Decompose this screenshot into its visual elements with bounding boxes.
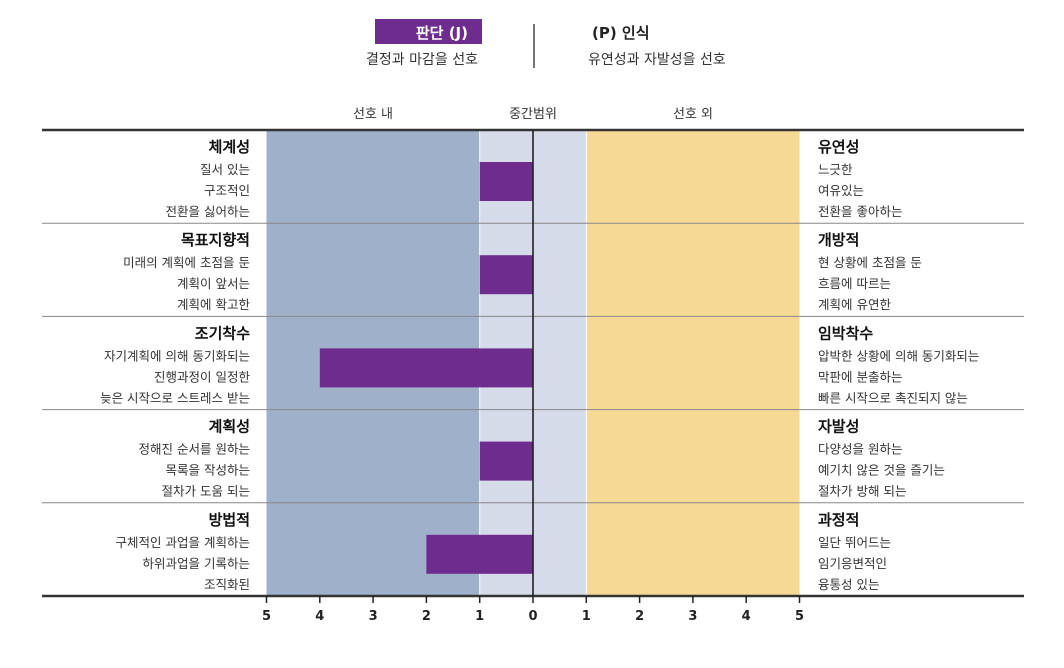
left-trait-line: 늦은 시작으로 스트레스 받는 bbox=[100, 390, 250, 405]
zone-label-preferred: 선호 내 bbox=[353, 107, 393, 122]
left-trait-line: 정해진 순서를 원하는 bbox=[139, 442, 250, 457]
right-trait-line: 임기응변적인 bbox=[818, 556, 887, 571]
right-category-title: 임박착수 bbox=[818, 324, 873, 342]
right-trait-line: 막판에 분출하는 bbox=[818, 369, 902, 384]
right-category-title: 유연성 bbox=[818, 138, 859, 156]
right-trait-line: 느긋한 bbox=[818, 162, 853, 177]
left-trait-line: 하위과업을 기록하는 bbox=[143, 556, 250, 571]
right-category-title: 자발성 bbox=[818, 418, 859, 436]
legend-right-title: (P) 인식 bbox=[592, 24, 650, 42]
x-tick-label: 4 bbox=[742, 609, 751, 624]
x-axis-ticks: 5 4 3 2 1 0 1 2 3 4 5 bbox=[262, 596, 804, 624]
legend-badge-background bbox=[375, 19, 482, 44]
legend-badge-label: 판단 (J) bbox=[416, 24, 468, 42]
legend-left-description: 결정과 마감을 선호 bbox=[366, 52, 478, 68]
right-trait-line: 절차가 방해 되는 bbox=[818, 484, 906, 499]
x-tick-label: 2 bbox=[422, 609, 431, 624]
x-tick-label: 2 bbox=[635, 609, 644, 624]
left-trait-line: 계획이 앞서는 bbox=[177, 276, 250, 291]
zone-label-mid: 중간범위 bbox=[509, 107, 557, 122]
left-trait-line: 계획에 확고한 bbox=[177, 297, 250, 312]
left-trait-line: 목록을 작성하는 bbox=[166, 463, 250, 478]
right-trait-line: 계획에 유연한 bbox=[818, 297, 891, 312]
left-trait-line: 질서 있는 bbox=[200, 162, 250, 177]
left-trait-line: 구체적인 과업을 계획하는 bbox=[116, 535, 250, 550]
right-trait-line: 흐름에 따르는 bbox=[818, 276, 891, 291]
x-tick-label: 4 bbox=[315, 609, 324, 624]
right-trait-line: 빠른 시작으로 촉진되지 않는 bbox=[818, 390, 968, 405]
bar-4 bbox=[479, 441, 533, 481]
left-trait-line: 조직화된 bbox=[204, 577, 250, 592]
left-category-title: 조기착수 bbox=[195, 324, 250, 342]
left-category-title: 방법적 bbox=[209, 511, 250, 529]
right-category-title: 개방적 bbox=[818, 231, 859, 249]
right-trait-line: 여유있는 bbox=[818, 183, 864, 198]
x-tick-label: 3 bbox=[688, 609, 697, 624]
x-tick-label: 1 bbox=[475, 609, 484, 624]
left-trait-line: 미래의 계획에 초점을 둔 bbox=[123, 255, 250, 270]
left-trait-line: 절차가 도움 되는 bbox=[162, 484, 250, 499]
bar-2 bbox=[479, 255, 533, 295]
zone-mid-right-background bbox=[533, 130, 587, 596]
x-tick-label: 5 bbox=[262, 609, 271, 624]
bar-3 bbox=[319, 348, 533, 388]
x-tick-label: 3 bbox=[369, 609, 378, 624]
right-trait-line: 압박한 상황에 의해 동기화되는 bbox=[818, 348, 979, 363]
bars bbox=[319, 162, 533, 574]
bar-1 bbox=[479, 162, 533, 201]
right-trait-line: 일단 뛰어드는 bbox=[818, 535, 891, 550]
legend-right-description: 유연성과 자발성을 선호 bbox=[588, 52, 726, 68]
right-trait-line: 예기치 않은 것을 즐기는 bbox=[818, 463, 945, 478]
left-trait-line: 구조적인 bbox=[204, 183, 250, 198]
legend: 판단 (J) 결정과 마감을 선호 (P) 인식 유연성과 자발성을 선호 bbox=[366, 19, 726, 68]
right-category-title: 과정적 bbox=[818, 511, 859, 529]
zone-label-outside: 선호 외 bbox=[673, 107, 713, 122]
left-trait-line: 전환을 싫어하는 bbox=[166, 204, 250, 219]
left-category-title: 체계성 bbox=[209, 138, 250, 156]
x-tick-label: 5 bbox=[795, 609, 804, 624]
left-category-title: 계획성 bbox=[209, 418, 250, 436]
zone-outside-background bbox=[586, 130, 800, 596]
right-trait-line: 현 상황에 초점을 둔 bbox=[818, 255, 922, 270]
x-tick-label: 1 bbox=[582, 609, 591, 624]
x-tick-label: 0 bbox=[528, 609, 537, 624]
right-trait-line: 다양성을 원하는 bbox=[818, 442, 902, 457]
left-category-title: 목표지향적 bbox=[181, 231, 250, 249]
left-trait-line: 진행과정이 일정한 bbox=[154, 369, 250, 384]
right-trait-line: 전환을 좋아하는 bbox=[818, 204, 902, 219]
right-trait-line: 융통성 있는 bbox=[818, 577, 879, 592]
bar-5 bbox=[426, 534, 533, 574]
left-trait-line: 자기계획에 의해 동기화되는 bbox=[104, 348, 250, 363]
